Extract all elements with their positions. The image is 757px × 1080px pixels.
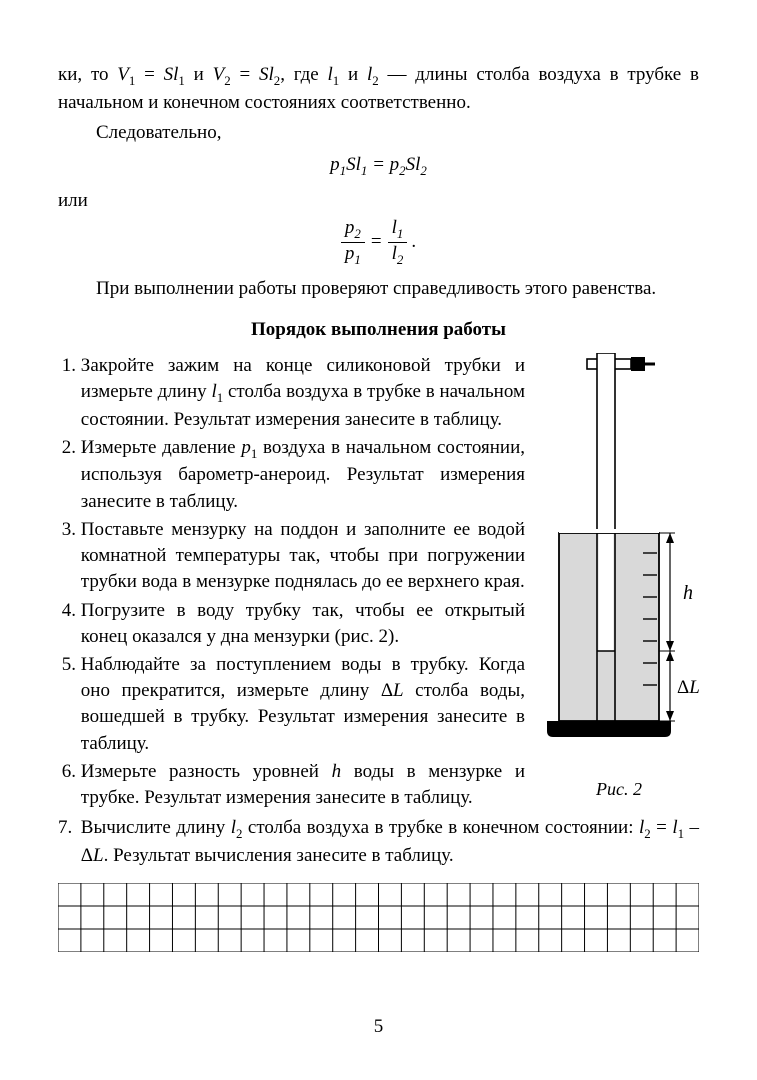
sub: 2 [354, 226, 360, 241]
text: = [135, 64, 163, 85]
text: и [185, 64, 213, 85]
step-6: Измерьте разность уровней h воды в мензу… [81, 759, 525, 811]
figure-svg: h ΔL [539, 353, 699, 763]
sub: 1 [397, 226, 403, 241]
label-h: h [683, 582, 693, 604]
step-3: Поставьте мензурку на поддон и заполните… [81, 517, 525, 596]
section-title: Порядок выполнения работы [58, 317, 699, 343]
text: . Результат вычисления занесите в таблиц… [104, 845, 454, 866]
var: p [345, 217, 355, 238]
text: Вычислите длину [81, 817, 231, 838]
step-5: Наблюдайте за поступлением воды в трубку… [81, 652, 525, 757]
equation-1: p1Sl1 = p2Sl2 [58, 152, 699, 180]
text: ки, то [58, 64, 117, 85]
or-paragraph: или [58, 188, 699, 214]
text: , где [280, 64, 327, 85]
text: столба воздуха в трубке в конечном состо… [242, 817, 639, 838]
step-4: Погрузите в воду трубку так, чтобы ее от… [81, 598, 525, 650]
answer-grid [58, 883, 699, 952]
check-paragraph: При выполнении работы проверяют справедл… [58, 276, 699, 302]
var: p [345, 243, 355, 264]
var-s: S [164, 64, 174, 85]
figure-caption: Рис. 2 [539, 777, 699, 802]
step-2: Измерьте давление p1 воздуха в начальном… [81, 435, 525, 515]
period: . [411, 229, 416, 255]
grid-svg [58, 883, 699, 952]
figure-2: h ΔL Рис. 2 [539, 353, 699, 802]
intro-paragraph: ки, то V1 = Sl1 и V2 = Sl2, где l1 и l2 … [58, 62, 699, 116]
marker: 7. [58, 815, 81, 841]
sub: 2 [397, 251, 403, 266]
label-dl: ΔL [677, 677, 699, 698]
step-7: 7.Вычислите длину l2 столба воздуха в тр… [58, 815, 699, 869]
var-v2: V [213, 64, 225, 85]
text: и [339, 64, 367, 85]
text: = [231, 64, 259, 85]
consequently-paragraph: Следовательно, [58, 120, 699, 146]
page-number: 5 [0, 1014, 757, 1040]
text: = [651, 817, 673, 838]
var: L [93, 845, 104, 866]
sub: 1 [354, 251, 360, 266]
equation-2: p2 p1 = l1 l2 . [58, 218, 699, 266]
var-v1: V [117, 64, 129, 85]
step-1: Закройте зажим на конце силиконовой труб… [81, 353, 525, 433]
steps-list: Закройте зажим на конце силиконовой труб… [58, 353, 525, 814]
